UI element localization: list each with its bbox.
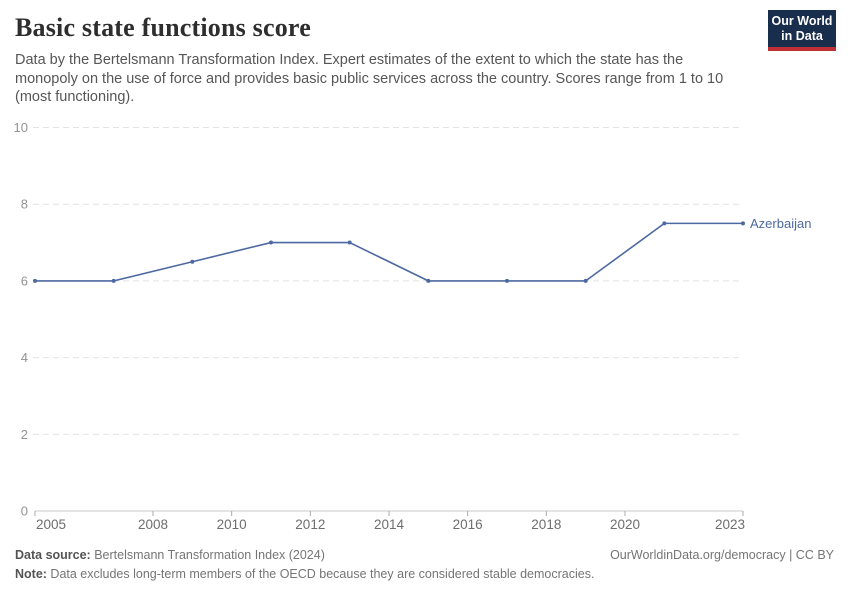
y-tick-label: 0 [21, 504, 28, 519]
owid-logo-line1: Our World [771, 14, 833, 28]
owid-logo: Our World in Data [768, 10, 836, 51]
x-tick-label: 2020 [610, 517, 640, 532]
data-point [426, 278, 431, 283]
note-label: Note: [15, 567, 47, 581]
chart-subtitle-line: monopoly on the use of force and provide… [15, 70, 724, 87]
note-value: Data excludes long-term members of the O… [46, 567, 595, 581]
data-point [111, 278, 116, 283]
attribution: OurWorldinData.org/democracy | CC BY [610, 548, 834, 562]
data-point [662, 221, 667, 226]
data-source-value: Bertelsmann Transformation Index (2024) [90, 548, 325, 562]
y-tick-label: 8 [21, 197, 28, 212]
data-point [269, 240, 273, 245]
y-tick-label: 4 [21, 350, 28, 365]
data-point [505, 278, 509, 283]
chart-area: 0 2 4 6 8 10 2005 2008 2010 2012 2014 2016 2018 2020 2… [0, 110, 850, 540]
x-tick-label: 2016 [453, 517, 483, 532]
chart-subtitle: Data by the Bertelsmann Transformation I… [15, 51, 760, 107]
x-tick-label: 2005 [36, 517, 66, 532]
series-end-label: Azerbaijan [750, 216, 811, 231]
data-point [33, 278, 37, 283]
x-tick-label: 2008 [138, 517, 168, 532]
data-point [741, 221, 745, 226]
x-tick-label: 2012 [295, 517, 325, 532]
data-point [347, 240, 352, 245]
chart-subtitle-line: (most functioning). [15, 89, 135, 105]
x-tick-label: 2014 [374, 517, 405, 532]
x-tick-label: 2023 [715, 517, 745, 532]
series-line [35, 222, 743, 282]
owid-logo-line2: in Data [781, 29, 823, 43]
note-line: Note: Data excludes long-term members of… [15, 565, 594, 584]
page-title: Basic state functions score [15, 13, 311, 42]
data-point [190, 259, 195, 264]
y-tick-label: 6 [21, 273, 28, 288]
y-tick-label: 10 [14, 120, 28, 135]
data-point [583, 278, 588, 283]
y-tick-label: 2 [21, 427, 28, 442]
line-chart-svg: 0 2 4 6 8 10 2005 2008 2010 2012 2014 2016 2018 2020 2… [14, 120, 812, 532]
x-tick-label: 2010 [217, 517, 247, 532]
x-tick-label: 2018 [531, 517, 561, 532]
data-source-label: Data source: [15, 548, 91, 562]
chart-subtitle-line: Data by the Bertelsmann Transformation I… [15, 52, 684, 68]
data-source-line: Data source: Bertelsmann Transformation … [15, 546, 325, 565]
